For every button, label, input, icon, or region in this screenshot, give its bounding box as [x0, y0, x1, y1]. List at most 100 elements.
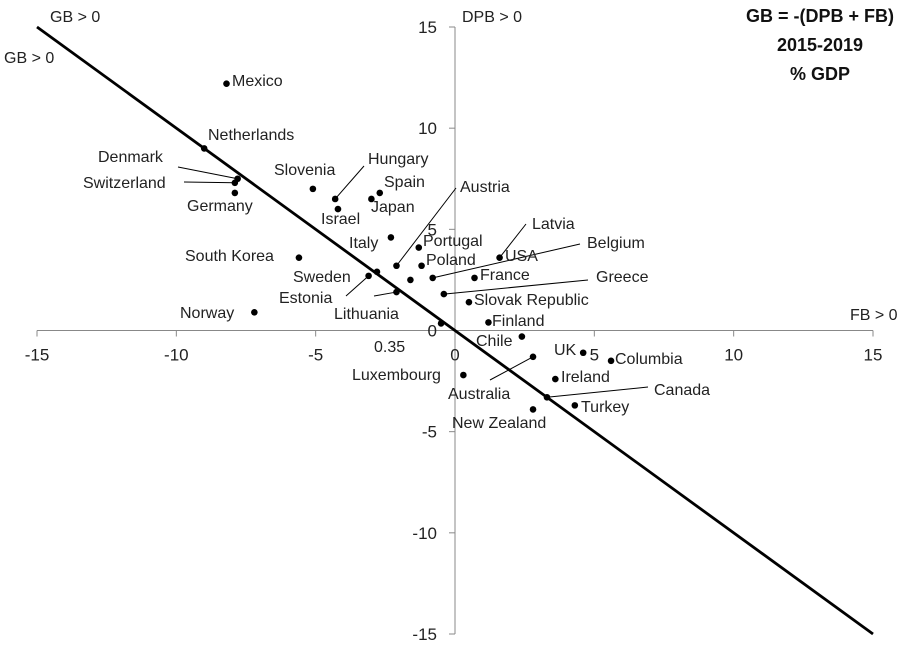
leader-belgium [432, 243, 581, 279]
y-axis-label: DPB > 0 [462, 9, 522, 26]
point-portugal [415, 244, 423, 251]
point-norway [251, 308, 258, 316]
leader-canada [546, 386, 649, 398]
leader-austria [396, 187, 457, 267]
point-0-35 [437, 320, 445, 327]
point-italy [387, 234, 395, 241]
point-slovenia [309, 185, 317, 193]
y-tick-label: -15 [412, 625, 437, 644]
gb-axis-label: GB > 0 [50, 9, 100, 26]
point-netherlands [200, 145, 208, 152]
label-poland: Poland [426, 252, 476, 269]
label-spain: Spain [384, 174, 425, 191]
point-latvia [496, 254, 503, 261]
y-tick-label: 5 [428, 220, 437, 239]
label-canada: Canada [654, 382, 710, 399]
point-slovak-republic [465, 298, 473, 306]
x-tick-label: -10 [164, 346, 189, 365]
y-tick-label: 15 [418, 18, 437, 37]
y-tick-label: -5 [422, 423, 437, 442]
annotation-035: 0.35 [374, 339, 405, 356]
label-columbia: Columbia [615, 351, 683, 368]
point-germany [231, 189, 239, 197]
label-slovak-republic: Slovak Republic [474, 292, 589, 309]
label-turkey: Turkey [581, 399, 629, 416]
label-slovenia: Slovenia [274, 162, 335, 179]
label-south-korea: South Korea [185, 248, 274, 265]
point-estonia [365, 272, 372, 280]
point-greece [440, 290, 448, 298]
label-latvia: Latvia [532, 216, 575, 233]
leader-lithuania [373, 291, 397, 297]
label-hungary: Hungary [368, 151, 428, 168]
label-israel: Israel [321, 211, 360, 228]
label-luxembourg: Luxembourg [352, 367, 441, 384]
leader-hungary [334, 165, 365, 200]
label-australia: Australia [448, 386, 510, 403]
point-switzerland [231, 179, 239, 187]
point-spain [376, 189, 384, 197]
x-tick-label: 0 [450, 346, 459, 365]
point-hungary [331, 195, 339, 203]
point-israel [334, 205, 342, 213]
label-ireland: Ireland [561, 369, 610, 386]
label-austria: Austria [460, 179, 510, 196]
label-netherlands: Netherlands [208, 127, 294, 144]
point-luxembourg [460, 371, 467, 379]
label-switzerland: Switzerland [83, 175, 166, 192]
label-uk: UK [554, 342, 577, 359]
point-turkey [571, 402, 579, 409]
reference-line [36, 25, 874, 636]
leader-latvia [499, 223, 527, 258]
point-japan [368, 195, 375, 203]
point-poland [418, 262, 425, 270]
point-uk [579, 349, 587, 357]
leader-greece [443, 279, 589, 295]
x-tick-label: -5 [308, 346, 323, 365]
y-tick-label: -10 [412, 524, 437, 543]
point-austria [393, 262, 400, 270]
label-portugal: Portugal [423, 233, 483, 250]
point-chile [518, 333, 526, 340]
label-germany: Germany [187, 198, 253, 215]
point-usa [407, 276, 414, 284]
point-sweden [373, 268, 381, 276]
point-mexico [223, 80, 230, 87]
leader-australia [489, 356, 534, 381]
label-sweden: Sweden [293, 269, 351, 286]
x-tick-label: 15 [864, 346, 883, 365]
label-france: France [480, 267, 530, 284]
point-france [471, 274, 478, 282]
label-chile: Chile [476, 333, 513, 350]
x-tick-label: 10 [724, 346, 743, 365]
point-ireland [552, 375, 559, 383]
label-denmark: Denmark [98, 149, 164, 166]
x-tick-label: -15 [25, 346, 50, 365]
point-columbia [607, 357, 615, 365]
chart-title-line-1: GB = -(DPB + FB) [746, 6, 894, 26]
leader-switzerland [183, 181, 235, 184]
label-belgium: Belgium [587, 235, 645, 252]
point-australia [529, 353, 537, 361]
point-south-korea [295, 254, 303, 261]
leader-denmark [177, 166, 238, 180]
x-tick-label: 5 [590, 346, 599, 365]
label-mexico: Mexico [232, 73, 283, 90]
point-belgium [429, 274, 437, 282]
point-canada [543, 393, 551, 401]
label-italy: Italy [349, 235, 378, 252]
gb-line-label: GB > 0 [4, 50, 54, 67]
label-usa: USA [505, 248, 538, 265]
label-new-zealand: New Zealand [452, 415, 546, 432]
point-finland [485, 319, 492, 326]
point-lithuania [393, 288, 400, 296]
label-finland: Finland [492, 313, 544, 330]
y-tick-label: 0 [428, 322, 437, 341]
label-lithuania: Lithuania [334, 306, 399, 323]
label-japan: Japan [371, 199, 415, 216]
y-tick-label: 10 [418, 119, 437, 138]
x-axis-label: FB > 0 [850, 307, 898, 324]
label-greece: Greece [596, 269, 649, 286]
